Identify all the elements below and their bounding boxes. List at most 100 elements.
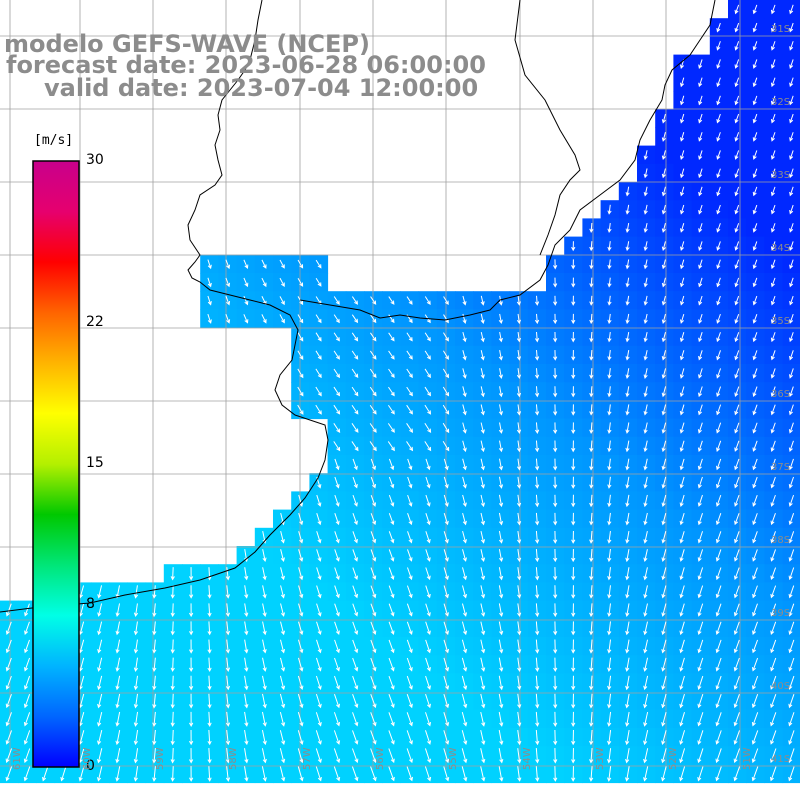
- wind-arrow: [770, 531, 776, 544]
- wind-arrow: [425, 476, 431, 489]
- longitude-label: 59W: [155, 747, 166, 770]
- wind-arrow: [698, 77, 703, 88]
- wind-arrow: [443, 712, 450, 727]
- wind-arrow: [315, 350, 322, 360]
- wind-arrow: [407, 476, 413, 489]
- wind-arrow: [734, 41, 740, 51]
- wind-arrow: [770, 585, 777, 599]
- wind-arrow: [425, 567, 431, 581]
- wind-arrow: [607, 585, 612, 599]
- wind-arrow: [315, 386, 322, 397]
- wind-arrow: [535, 729, 540, 746]
- wind-arrow: [715, 513, 722, 526]
- wind-arrow: [425, 693, 431, 709]
- wind-arrow: [589, 639, 594, 654]
- wind-arrow: [643, 711, 649, 727]
- wind-arrow: [607, 657, 612, 672]
- uruguay-border: [514, 0, 581, 256]
- wind-arrow: [388, 386, 395, 397]
- wind-arrow: [625, 204, 630, 215]
- wind-arrow: [643, 476, 648, 489]
- wind-arrow: [535, 476, 540, 489]
- wind-arrow: [697, 766, 704, 782]
- wind-arrow: [152, 748, 157, 764]
- wind-arrow: [788, 603, 795, 617]
- wind-arrow: [679, 204, 685, 215]
- wind-arrow: [625, 603, 630, 617]
- wind-arrow: [244, 621, 249, 636]
- wind-arrow: [752, 113, 758, 124]
- wind-arrow: [661, 350, 667, 361]
- wind-arrow: [679, 241, 685, 252]
- wind-arrow: [770, 77, 776, 88]
- wind-arrow: [733, 675, 740, 690]
- wind-arrow: [770, 332, 776, 343]
- wind-arrow: [643, 422, 648, 434]
- wind-arrow: [406, 675, 413, 690]
- wind-arrow: [698, 295, 703, 306]
- wind-arrow: [334, 603, 340, 617]
- wind-arrow: [661, 531, 667, 544]
- wind-arrow: [462, 476, 467, 489]
- wind-arrow: [406, 603, 413, 617]
- wind-arrow: [571, 603, 576, 618]
- wind-arrow: [752, 621, 758, 635]
- wind-arrow: [770, 440, 776, 452]
- wind-arrow: [298, 585, 304, 599]
- wind-arrow: [571, 729, 576, 746]
- wind-arrow: [571, 621, 576, 636]
- wind-arrow: [679, 730, 686, 745]
- latitude-label: 33S: [771, 170, 791, 181]
- wind-arrow: [571, 476, 576, 489]
- wind-arrow: [589, 277, 594, 288]
- wind-arrow: [517, 748, 522, 764]
- wind-arrow: [661, 512, 667, 526]
- wind-arrow: [770, 748, 777, 764]
- wind-arrow: [351, 386, 359, 397]
- wind-arrow: [280, 549, 285, 562]
- wind-arrow: [661, 422, 667, 434]
- wind-arrow: [316, 567, 322, 581]
- wind-arrow: [425, 585, 431, 599]
- wind-arrow: [770, 549, 777, 562]
- wind-arrow: [244, 748, 249, 764]
- wind-arrow: [697, 748, 704, 764]
- wind-arrow: [388, 332, 395, 342]
- wind-arrow: [225, 766, 231, 782]
- wind-arrow: [297, 404, 304, 415]
- wind-arrow: [752, 513, 758, 526]
- wind-arrow: [571, 675, 576, 691]
- wind-arrow: [407, 494, 413, 507]
- wind-arrow: [661, 295, 666, 306]
- wind-arrow: [133, 711, 139, 727]
- wind-arrow: [535, 766, 540, 782]
- wind-arrow: [716, 386, 722, 398]
- wind-arrow: [770, 132, 776, 142]
- wind-arrow: [207, 748, 212, 764]
- wind-arrow: [643, 567, 648, 581]
- wind-arrow: [733, 766, 741, 782]
- wind-arrow: [643, 531, 648, 544]
- wind-arrow: [589, 386, 594, 398]
- wind-arrow: [607, 621, 612, 636]
- wind-arrow: [498, 422, 504, 434]
- wind-arrow: [698, 259, 703, 270]
- wind-arrow: [244, 567, 249, 581]
- wind-arrow: [589, 729, 594, 746]
- wind-arrow: [535, 748, 540, 764]
- wind-arrow: [462, 332, 467, 343]
- wind-arrow: [480, 313, 485, 325]
- wind-arrow: [406, 748, 413, 764]
- wind-arrow: [788, 476, 795, 489]
- wind-arrow: [625, 313, 630, 325]
- wind-arrow: [170, 585, 175, 599]
- wind-arrow: [333, 296, 340, 305]
- wind-arrow: [480, 639, 486, 654]
- wind-arrow: [607, 222, 612, 233]
- wind-arrow: [679, 277, 685, 288]
- wind-arrow: [697, 621, 704, 636]
- colorbar-tick-label: 22: [86, 313, 104, 330]
- wind-arrow: [407, 513, 413, 526]
- wind-arrow: [388, 694, 395, 709]
- wind-arrow: [207, 657, 212, 673]
